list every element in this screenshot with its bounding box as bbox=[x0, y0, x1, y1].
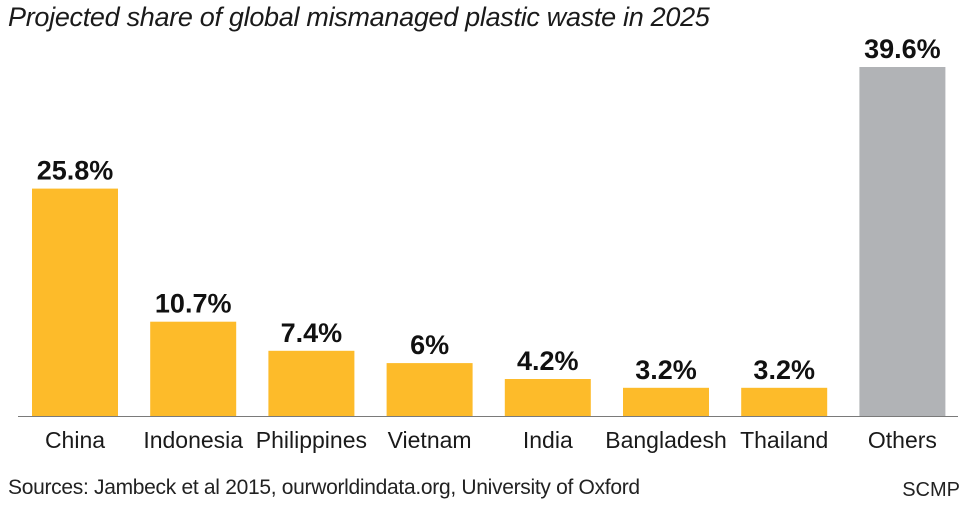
value-label-thailand: 3.2% bbox=[753, 355, 815, 385]
bar-china bbox=[32, 188, 118, 416]
bar-vietnam bbox=[386, 363, 473, 416]
value-label-others: 39.6% bbox=[864, 34, 941, 64]
category-label-indonesia: Indonesia bbox=[143, 427, 243, 453]
category-label-bangladesh: Bangladesh bbox=[605, 427, 727, 453]
value-label-bangladesh: 3.2% bbox=[635, 355, 697, 385]
value-label-china: 25.8% bbox=[37, 156, 114, 186]
source-note: Sources: Jambeck et al 2015, ourworldind… bbox=[8, 476, 640, 499]
chart-title: Projected share of global mismanaged pla… bbox=[8, 2, 710, 32]
category-label-india: India bbox=[523, 427, 573, 453]
category-label-china: China bbox=[45, 427, 105, 453]
bar-bangladesh bbox=[623, 387, 709, 416]
value-label-indonesia: 10.7% bbox=[155, 289, 232, 319]
value-label-philippines: 7.4% bbox=[281, 318, 343, 348]
brand-credit: SCMP bbox=[902, 479, 960, 501]
value-labels-layer: 25.8% 10.7% 7.4% 6% 4.2% 3.2% 3.2% 39.6% bbox=[37, 34, 941, 385]
bar-indonesia bbox=[150, 321, 237, 416]
bar-india bbox=[504, 379, 591, 416]
bar-thailand bbox=[741, 387, 828, 416]
bars-layer bbox=[18, 67, 958, 417]
category-label-thailand: Thailand bbox=[740, 427, 828, 453]
category-label-vietnam: Vietnam bbox=[388, 427, 472, 453]
category-label-philippines: Philippines bbox=[256, 427, 367, 453]
value-label-india: 4.2% bbox=[517, 346, 579, 376]
bar-chart: 25.8% 10.7% 7.4% 6% 4.2% 3.2% 3.2% 39.6% China I… bbox=[18, 34, 958, 453]
bar-philippines bbox=[268, 350, 355, 416]
value-label-vietnam: 6% bbox=[410, 330, 449, 360]
category-label-others: Others bbox=[868, 427, 937, 453]
category-labels-layer: China Indonesia Philippines Vietnam India Ban… bbox=[45, 427, 937, 453]
bar-others bbox=[859, 67, 946, 416]
